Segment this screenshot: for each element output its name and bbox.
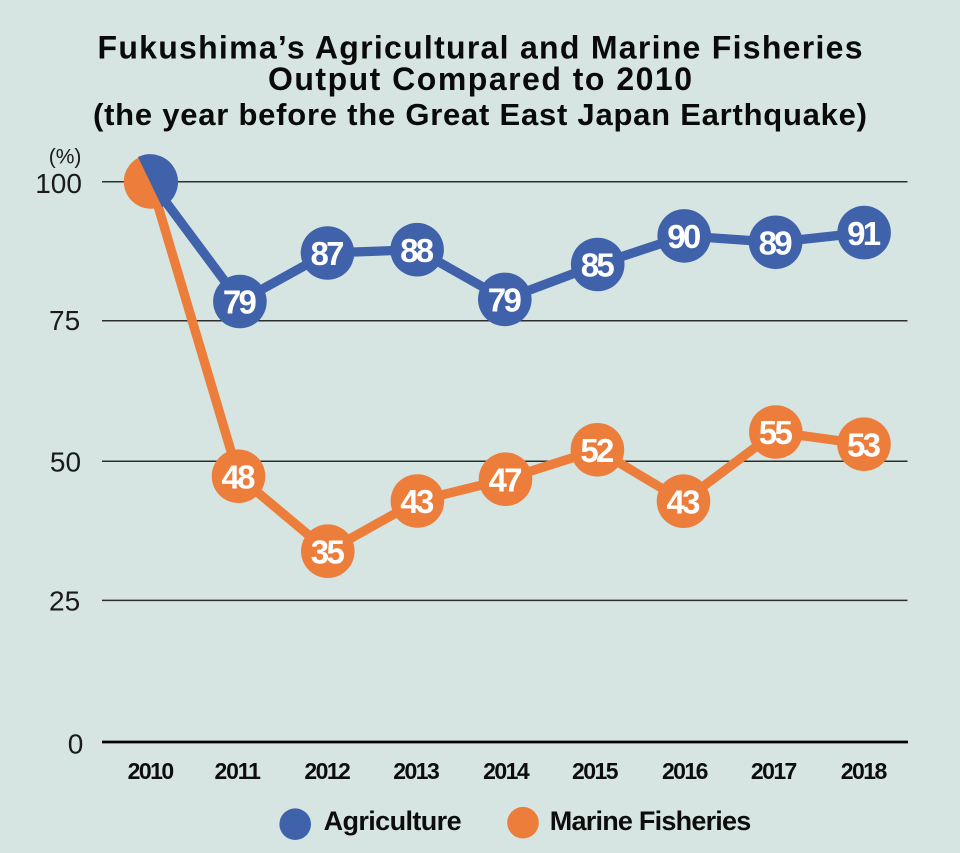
svg-text:(%): (%) <box>49 146 82 169</box>
svg-text:0: 0 <box>68 729 84 760</box>
svg-text:Agriculture: Agriculture <box>324 806 462 836</box>
svg-text:48: 48 <box>222 459 256 496</box>
svg-text:2013: 2013 <box>393 758 440 784</box>
svg-text:35: 35 <box>311 533 345 570</box>
svg-text:Output Compared to 2010: Output Compared to 2010 <box>268 61 692 97</box>
svg-text:100: 100 <box>35 168 82 199</box>
svg-text:79: 79 <box>223 284 257 321</box>
svg-text:Fukushima’s Agricultural and M: Fukushima’s Agricultural and Marine Fish… <box>98 30 863 66</box>
svg-text:89: 89 <box>759 225 793 262</box>
svg-text:88: 88 <box>400 232 434 269</box>
svg-text:2014: 2014 <box>483 758 530 784</box>
svg-text:Marine Fisheries: Marine Fisheries <box>550 806 752 836</box>
svg-text:25: 25 <box>49 586 80 617</box>
svg-text:43: 43 <box>400 483 434 520</box>
svg-text:47: 47 <box>489 461 523 498</box>
svg-text:79: 79 <box>488 282 522 319</box>
svg-text:43: 43 <box>667 483 701 520</box>
svg-text:75: 75 <box>49 305 80 336</box>
svg-text:53: 53 <box>847 426 881 463</box>
svg-text:(the year before the Great Eas: (the year before the Great East Japan Ea… <box>93 97 867 132</box>
svg-text:87: 87 <box>311 235 345 272</box>
svg-text:2018: 2018 <box>841 758 888 784</box>
svg-text:2015: 2015 <box>572 758 619 784</box>
svg-text:2012: 2012 <box>304 758 351 784</box>
svg-text:52: 52 <box>580 432 614 469</box>
svg-text:91: 91 <box>847 215 881 252</box>
svg-text:50: 50 <box>50 447 81 478</box>
svg-text:2017: 2017 <box>751 758 798 784</box>
svg-text:2011: 2011 <box>214 758 261 784</box>
svg-text:2016: 2016 <box>662 758 709 784</box>
svg-text:55: 55 <box>759 414 793 451</box>
svg-text:2010: 2010 <box>128 758 175 784</box>
svg-text:85: 85 <box>581 247 615 284</box>
svg-text:90: 90 <box>667 218 701 255</box>
